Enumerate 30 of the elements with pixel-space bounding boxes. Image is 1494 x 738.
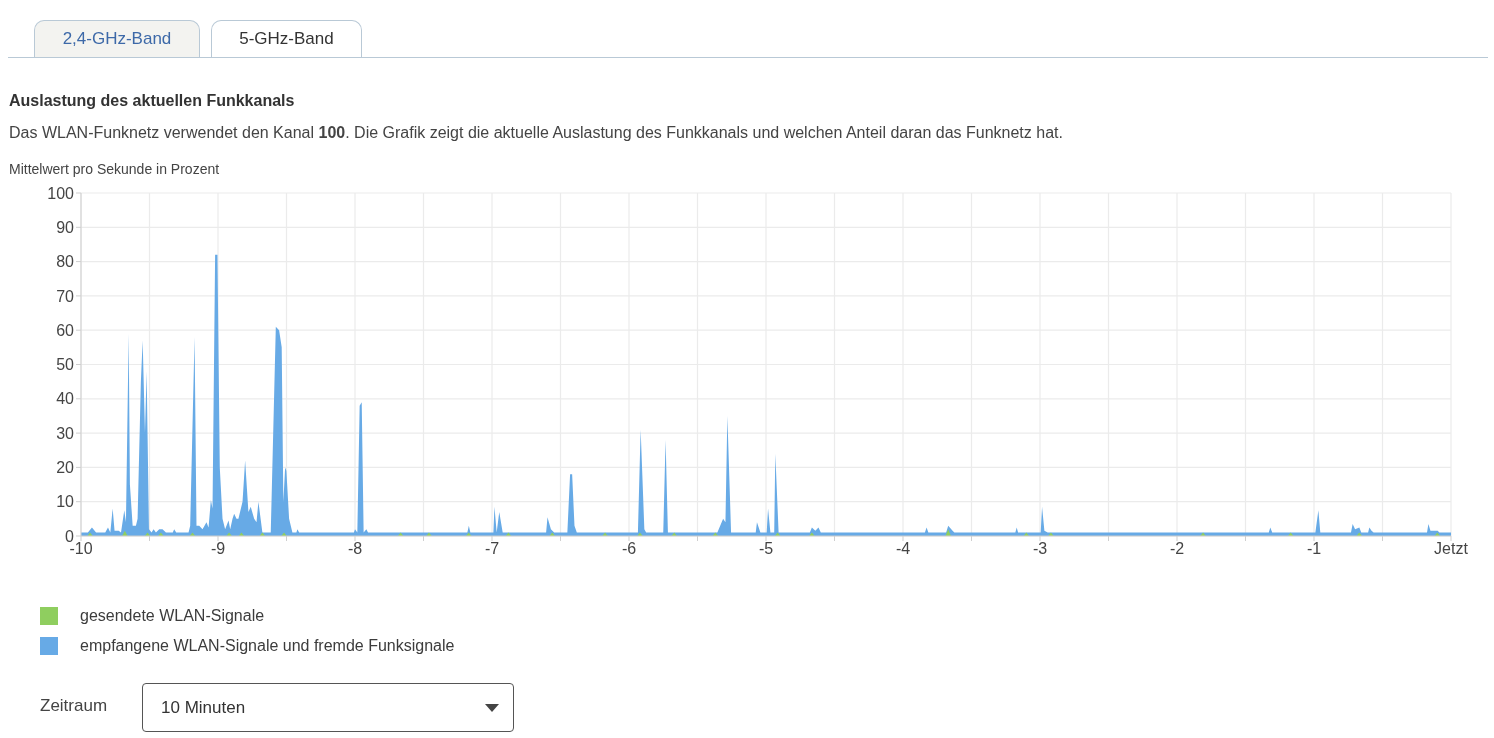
x-tick-label: Jetzt [1434,540,1469,558]
y-tick-label: 30 [56,424,75,442]
x-tick-label: -7 [484,540,500,558]
y-tick-label: 10 [56,493,75,511]
y-tick-label: 80 [56,253,75,271]
x-tick-label: -5 [758,540,774,558]
x-tick-label: -3 [1032,540,1048,558]
x-tick-label: -8 [347,540,363,558]
x-tick-label: -1 [1306,540,1322,558]
y-tick-label: 40 [56,390,75,408]
x-tick-label: -4 [895,540,911,558]
x-tick-label: -6 [621,540,637,558]
text: Zeitraum [40,696,108,716]
y-tick-label: 100 [47,184,75,202]
y-tick-label: 0 [65,527,75,545]
select-field: 10 Minuten [142,683,514,732]
x-tick-label: -2 [1169,540,1185,558]
chart-title: Auslastung des aktuellen Funkkanals [9,92,295,110]
legend-label: empfangene WLAN-Signale und fremde Funksignale [80,637,455,655]
tab: 2,4-GHz-Band [34,20,200,57]
x-tick-label: -9 [210,540,226,558]
legend-label: gesendete WLAN-Signale [80,607,265,625]
y-tick-label: 70 [56,287,75,305]
tab: 5-GHz-Band [211,20,362,57]
y-tick-label: 50 [56,356,75,374]
y-tick-label: 60 [56,321,75,339]
y-axis-title: Mittelwert pro Sekunde in Prozent [9,161,220,177]
y-tick-label: 90 [56,218,75,236]
chart-subtitle: Das WLAN-Funknetz verwendet den Kanal 100. Die Grafik zeigt die aktuelle Auslastung des Funkkanals und welchen Anteil daran das Funknetz hat. [9,124,1063,142]
y-tick-label: 20 [56,459,75,477]
